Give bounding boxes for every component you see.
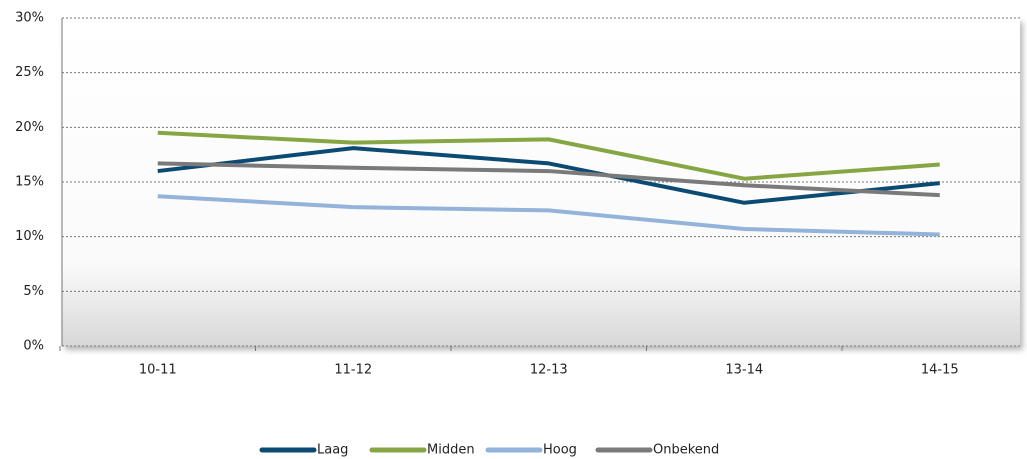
y-tick-label: 0% [23, 339, 44, 354]
y-tick-label: 15% [15, 175, 44, 190]
y-tick-label: 25% [15, 65, 44, 80]
x-tick-label: 10-11 [139, 363, 177, 378]
x-tick-label: 13-14 [725, 363, 763, 378]
y-tick-label: 10% [15, 229, 44, 244]
y-tick-label: 20% [15, 120, 44, 135]
x-tick-label: 12-13 [530, 363, 568, 378]
series-line [157, 194, 940, 237]
legend-label: Laag [317, 443, 348, 458]
series-line [157, 146, 940, 205]
plot-area [62, 18, 1020, 346]
legend-label: Midden [427, 443, 475, 458]
y-tick-label: 30% [15, 11, 44, 26]
y-tick-label: 5% [23, 284, 44, 299]
x-tick-label: 11-12 [334, 363, 372, 378]
series-line [157, 161, 940, 198]
x-tick-label: 14-15 [921, 363, 959, 378]
legend-label: Onbekend [653, 443, 719, 458]
legend-label: Hoog [543, 443, 577, 458]
series-line [157, 130, 940, 181]
